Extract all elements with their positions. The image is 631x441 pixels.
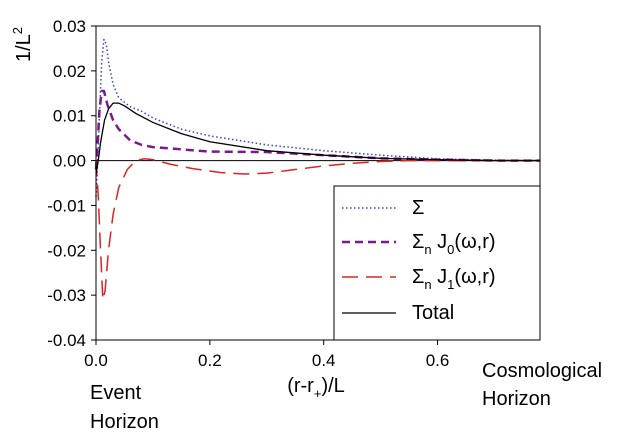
y-tick-label: 0.02 bbox=[53, 62, 86, 81]
y-tick-label: -0.04 bbox=[47, 331, 86, 350]
y-tick-label: -0.02 bbox=[47, 241, 86, 260]
x-tick-label: 0.6 bbox=[426, 351, 450, 370]
y-axis-label: 1/L2 bbox=[10, 27, 35, 62]
x-tick-label: 0.2 bbox=[198, 351, 222, 370]
y-axis-label-sup: 2 bbox=[10, 27, 25, 34]
svg-text:1/L2: 1/L2 bbox=[10, 27, 35, 62]
series-line-sum bbox=[95, 38, 541, 197]
plot-area bbox=[95, 25, 541, 341]
x-tick-label: 0.4 bbox=[312, 351, 336, 370]
legend-label-j1: Σn J1(ω,r) bbox=[412, 266, 496, 292]
legend-box bbox=[333, 185, 541, 341]
x-axis-label: (r-r+)/L bbox=[287, 375, 345, 401]
legend-label-total: Total bbox=[412, 302, 454, 324]
y-tick-label: -0.03 bbox=[47, 286, 86, 305]
x-axis-label-pre: (r-r bbox=[287, 375, 314, 397]
x-axis-label-post: )/L bbox=[321, 375, 344, 397]
y-tick-label: 0.01 bbox=[53, 107, 86, 126]
legend-label-j0: Σn J0(ω,r) bbox=[412, 231, 496, 257]
x-tick-label: 0.0 bbox=[84, 351, 108, 370]
legend: Σ Σn J0(ω,r) Σn J1(ω,r) Total bbox=[333, 185, 541, 341]
y-tick-label: 0.00 bbox=[53, 152, 86, 171]
y-tick-label: 0.03 bbox=[53, 17, 86, 36]
x-axis-label-sub: + bbox=[314, 386, 322, 401]
cosmological-horizon-line1: Cosmological bbox=[482, 360, 602, 382]
series-line-total bbox=[95, 102, 540, 175]
series-line-j0 bbox=[94, 89, 540, 170]
event-horizon-line1: Event bbox=[90, 382, 142, 404]
event-horizon-line2: Horizon bbox=[90, 411, 159, 433]
legend-label-sum: Σ bbox=[412, 197, 424, 219]
series-line-j1 bbox=[95, 158, 540, 301]
cosmological-horizon-line2: Horizon bbox=[482, 388, 551, 410]
y-tick-label: -0.01 bbox=[47, 196, 86, 215]
y-axis-label-base: 1/L bbox=[13, 34, 35, 62]
